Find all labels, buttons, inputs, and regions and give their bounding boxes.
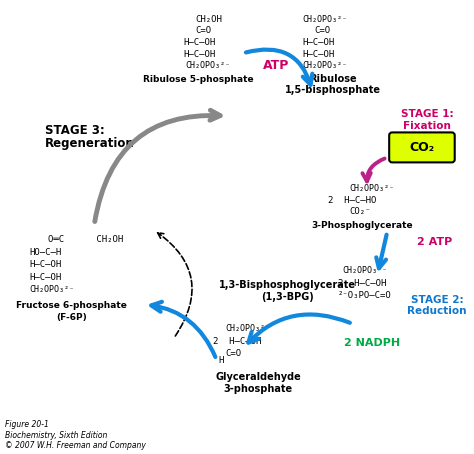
Text: ²⁻O₃PO—C=O: ²⁻O₃PO—C=O [337, 291, 392, 300]
Text: 1,5-bisphosphate: 1,5-bisphosphate [284, 85, 381, 95]
Text: (1,3-BPG): (1,3-BPG) [262, 292, 314, 302]
Text: CH₂OPO₃²⁻: CH₂OPO₃²⁻ [30, 286, 75, 295]
Text: Ribulose: Ribulose [309, 74, 356, 84]
Text: C=O: C=O [196, 26, 212, 35]
Text: 1,3-Bisphosphoglycerate: 1,3-Bisphosphoglycerate [219, 280, 356, 290]
Text: C=O: C=O [315, 26, 331, 35]
Text: 2  H—C—HO: 2 H—C—HO [328, 196, 376, 205]
Text: 2  H—C—OH: 2 H—C—OH [213, 337, 262, 345]
Text: CH₂OPO₃²⁻: CH₂OPO₃²⁻ [349, 184, 394, 193]
Text: (F-6P): (F-6P) [56, 312, 87, 321]
Text: STAGE 3:: STAGE 3: [45, 124, 104, 137]
Text: STAGE 2:: STAGE 2: [410, 295, 463, 305]
Text: Fructose 6-phosphate: Fructose 6-phosphate [16, 301, 127, 310]
Text: Fixation: Fixation [403, 121, 451, 131]
Text: H—C—OH: H—C—OH [183, 49, 216, 59]
Text: H—C—OH: H—C—OH [30, 260, 62, 269]
Text: CO₂⁻: CO₂⁻ [349, 207, 371, 216]
Text: H—C—OH: H—C—OH [303, 49, 335, 59]
Text: 3-Phosphoglycerate: 3-Phosphoglycerate [311, 221, 413, 230]
Text: 3-phosphate: 3-phosphate [224, 384, 293, 394]
Text: CO₂: CO₂ [410, 141, 435, 154]
Text: CH₂OPO₃²⁻: CH₂OPO₃²⁻ [225, 324, 270, 333]
Text: CH₂OH: CH₂OH [196, 15, 222, 24]
Text: Regeneration: Regeneration [45, 137, 135, 149]
Text: HO—C—H: HO—C—H [30, 248, 62, 257]
FancyBboxPatch shape [389, 133, 455, 163]
Text: O═C      CH₂OH: O═C CH₂OH [48, 235, 123, 244]
Text: CH₂OPO₃²⁻: CH₂OPO₃²⁻ [303, 15, 348, 24]
Text: CH₂OPO₃²⁻: CH₂OPO₃²⁻ [303, 61, 348, 70]
Text: CH₂OPO₃²⁻: CH₂OPO₃²⁻ [343, 266, 388, 275]
Text: Reduction: Reduction [407, 306, 466, 316]
Text: CH₂OPO₃²⁻: CH₂OPO₃²⁻ [186, 61, 231, 70]
Text: ATP: ATP [263, 59, 289, 72]
Text: STAGE 1:: STAGE 1: [401, 109, 453, 119]
Text: C=O: C=O [225, 349, 241, 358]
Text: Ribulose 5-phosphate: Ribulose 5-phosphate [143, 75, 254, 84]
Text: 2 ATP: 2 ATP [417, 237, 453, 247]
Text: H—C—OH: H—C—OH [183, 38, 216, 47]
Text: H: H [219, 356, 224, 365]
Text: H—C—OH: H—C—OH [30, 273, 62, 282]
Text: 2 NADPH: 2 NADPH [344, 338, 401, 348]
Text: Glyceraldehyde: Glyceraldehyde [215, 372, 301, 382]
Text: Figure 20-1
Biochemistry, Sixth Edition
© 2007 W.H. Freeman and Company: Figure 20-1 Biochemistry, Sixth Edition … [5, 420, 146, 450]
Text: 2  H—C—OH: 2 H—C—OH [337, 279, 386, 288]
Text: H—C—OH: H—C—OH [303, 38, 335, 47]
